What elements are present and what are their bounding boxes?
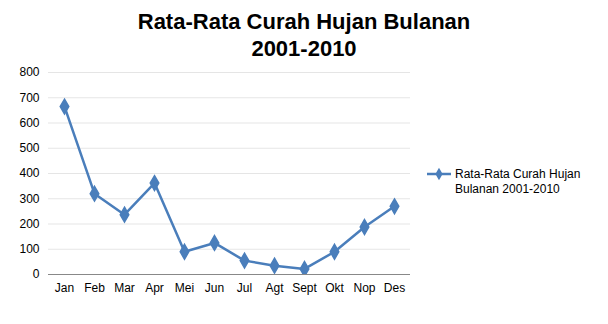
html-text:Rata-Rata Curah Hujan Bulanan: Rata-Rata Curah Hujan Bulanan 2001-2010 [455,167,581,196]
svg-text:Nop: Nop [353,281,375,295]
svg-text:Mei: Mei [175,281,194,295]
svg-text:Agt: Agt [265,281,284,295]
html-text:Rata-Rata Curah Hujan Bulanan: Rata-Rata Curah Hujan Bulanan 2001-2010 [137,9,471,61]
svg-text:100: 100 [19,242,39,256]
svg-text:Jun: Jun [205,281,224,295]
svg-text:700: 700 [19,91,39,105]
svg-text:Apr: Apr [145,281,164,295]
svg-text:Jan: Jan [55,281,74,295]
svg-text:Okt: Okt [325,281,344,295]
svg-text:Sept: Sept [292,281,317,295]
svg-text:0: 0 [33,267,40,281]
svg-text:300: 300 [19,192,39,206]
svg-text:Jul: Jul [237,281,252,295]
svg-text:Des: Des [384,281,405,295]
svg-text:800: 800 [19,65,39,79]
svg-text:Mar: Mar [114,281,135,295]
svg-text:200: 200 [19,217,39,231]
svg-text:500: 500 [19,141,39,155]
svg-text:400: 400 [19,166,39,180]
svg-text:600: 600 [19,116,39,130]
svg-text:Feb: Feb [84,281,105,295]
